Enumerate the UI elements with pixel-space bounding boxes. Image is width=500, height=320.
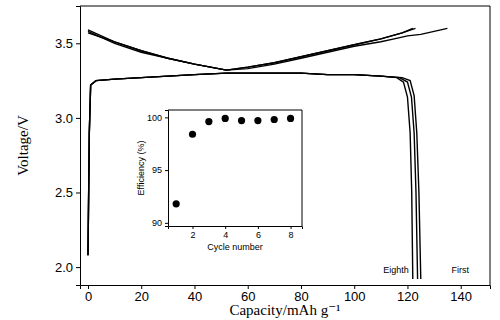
y-tick-mark <box>76 118 80 119</box>
y-tick: 100 <box>147 113 168 123</box>
y-tick-mark <box>165 117 168 118</box>
y-tick: 95 <box>152 165 168 175</box>
x-tick: 120 <box>397 285 419 304</box>
chart-svg: 0204060801001201402.02.53.03.5Capacity/m… <box>0 0 500 320</box>
point <box>271 116 278 123</box>
annotation: First <box>451 265 469 275</box>
frame-right <box>490 6 491 285</box>
x-tick: 2 <box>191 226 196 240</box>
y-axis: 2.0 2.5 3.0 3.5 <box>55 7 81 286</box>
x-axis: 2 4 6 8 <box>169 226 303 240</box>
x-axis-title: Capacity/mAh g⁻¹ <box>229 302 340 318</box>
x-tick-mark <box>193 226 194 229</box>
series-line <box>88 73 418 279</box>
plot-marks <box>88 28 447 279</box>
x-tick-label: 8 <box>289 230 294 240</box>
y-tick-mark <box>76 43 80 44</box>
series-line <box>88 28 415 70</box>
y-axis-line <box>165 111 169 227</box>
x-tick-label: 0 <box>85 289 92 304</box>
y-tick-label: 95 <box>152 165 162 175</box>
annotation: Eighth <box>383 265 409 275</box>
point <box>287 115 294 122</box>
series-line <box>88 28 413 70</box>
x-tick-label: 40 <box>188 289 202 304</box>
x-tick: 20 <box>134 285 148 304</box>
plot-marks <box>173 115 295 208</box>
series-line <box>88 73 421 279</box>
x-tick-label: 6 <box>256 230 261 240</box>
x-tick: 40 <box>188 285 202 304</box>
y-tick: 3.0 <box>55 111 80 126</box>
y-axis: 90 95 100 <box>147 111 169 229</box>
y-tick-label: 3.0 <box>55 111 73 126</box>
frame-right <box>302 110 303 226</box>
x-axis-title: Cycle number <box>207 242 263 252</box>
x-tick-label: 120 <box>397 289 419 304</box>
y-tick: 2.5 <box>55 185 80 200</box>
x-tick-mark <box>225 226 226 229</box>
point <box>189 131 196 138</box>
x-axis-line <box>169 227 303 230</box>
x-tick-label: 100 <box>344 289 366 304</box>
y-tick-mark <box>165 223 168 224</box>
frame-top <box>80 6 490 7</box>
y-tick-mark <box>165 170 168 171</box>
y-tick-label: 90 <box>152 218 162 228</box>
y-tick-label: 2.5 <box>55 185 73 200</box>
y-tick: 3.5 <box>55 36 80 51</box>
series-line <box>88 28 447 70</box>
inset-chart: 2 4 6 8 90 95 100 Cycle number Efficiency (%) <box>136 110 303 252</box>
y-axis-line <box>76 7 81 286</box>
x-tick: 4 <box>223 226 228 240</box>
point <box>238 117 245 124</box>
x-tick: 8 <box>289 226 294 240</box>
y-tick-label: 100 <box>147 113 162 123</box>
plot-background <box>168 110 302 226</box>
x-tick-mark <box>291 226 292 229</box>
frame-top <box>168 110 302 111</box>
point <box>205 118 212 125</box>
y-tick-label: 2.0 <box>55 260 73 275</box>
y-tick-label: 3.5 <box>55 36 73 51</box>
x-tick-label: 2 <box>191 230 196 240</box>
main-chart: 0204060801001201402.02.53.03.5Capacity/m… <box>15 6 491 318</box>
y-tick-mark <box>76 192 80 193</box>
y-tick: 2.0 <box>55 260 80 275</box>
series-line <box>88 73 413 279</box>
point <box>254 117 261 124</box>
y-tick-mark <box>76 267 80 268</box>
x-tick-mark <box>258 226 259 229</box>
chart-root: 0204060801001201402.02.53.03.5Capacity/m… <box>0 0 500 320</box>
y-axis-title: Efficiency (%) <box>136 141 146 196</box>
x-tick-label: 20 <box>134 289 148 304</box>
x-tick-label: 140 <box>450 289 472 304</box>
x-tick: 140 <box>450 285 472 304</box>
point <box>222 115 229 122</box>
x-tick: 0 <box>85 285 92 304</box>
x-tick-label: 4 <box>223 230 228 240</box>
point <box>173 200 180 207</box>
y-axis-title: Voltage/V <box>15 115 31 176</box>
x-tick: 6 <box>256 226 261 240</box>
x-tick: 100 <box>344 285 366 304</box>
y-tick: 90 <box>152 218 168 228</box>
